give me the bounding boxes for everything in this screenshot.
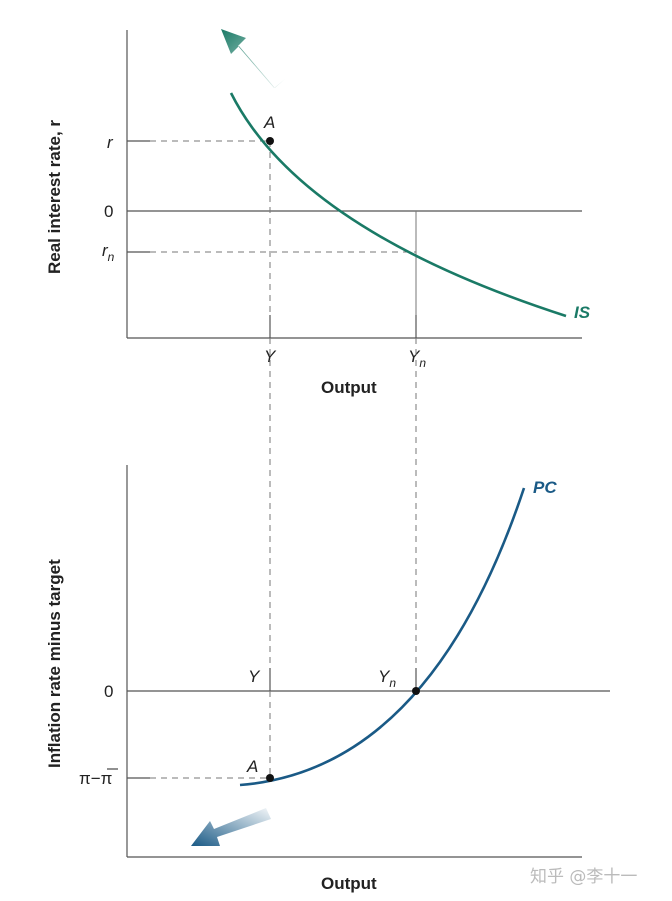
top-point-a xyxy=(266,137,274,145)
bottom-y-axis-label: Inflation rate minus target xyxy=(45,559,64,768)
bottom-gap-tick-label: π−π xyxy=(79,768,118,788)
top-panel: A IS r 0 rn Y Yn Output Real interest ra… xyxy=(45,29,591,397)
bottom-shift-arrow xyxy=(191,808,271,846)
top-shift-arrow xyxy=(221,29,285,88)
top-rn-tick-label: rn xyxy=(102,241,115,264)
top-Y-tick-label: Y xyxy=(264,347,277,366)
bottom-gap-tick-text: π−π xyxy=(79,769,112,788)
top-Yn-tick-label: Yn xyxy=(408,347,426,370)
is-curve xyxy=(229,92,567,318)
watermark: 知乎 @李十一 xyxy=(530,867,637,887)
top-zero-tick-label: 0 xyxy=(104,202,113,221)
bottom-point-a xyxy=(266,774,274,782)
bottom-point-yn xyxy=(412,687,420,695)
is-curve-label: IS xyxy=(574,303,591,322)
top-r-tick-label: r xyxy=(107,133,114,152)
bottom-Y-tick-label: Y xyxy=(248,667,261,686)
bottom-Yn-tick-label: Yn xyxy=(378,667,396,690)
top-point-a-label: A xyxy=(263,113,275,132)
bottom-zero-tick-label: 0 xyxy=(104,682,113,701)
bottom-panel: A PC 0 π−π Y Yn Output Inflation rate mi… xyxy=(45,465,610,893)
pc-curve xyxy=(239,487,526,787)
bottom-point-a-label: A xyxy=(246,757,258,776)
top-x-axis-label: Output xyxy=(321,378,377,397)
top-y-axis-label: Real interest rate, r xyxy=(45,120,64,274)
bottom-x-axis-label: Output xyxy=(321,874,377,893)
pc-curve-label: PC xyxy=(533,478,557,497)
